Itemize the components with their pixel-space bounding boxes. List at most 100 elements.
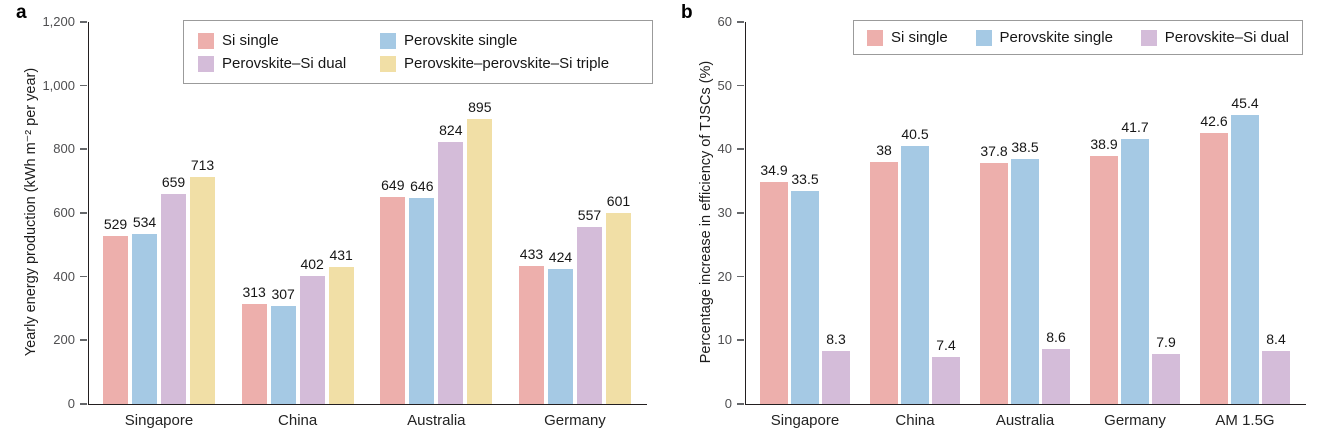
bar xyxy=(241,304,267,404)
bar-value-label: 713 xyxy=(190,157,215,173)
bar-wrap: 529 xyxy=(103,22,128,404)
y-tick-mark xyxy=(80,21,87,23)
bar xyxy=(518,266,544,404)
y-tick-mark xyxy=(80,339,87,341)
bar xyxy=(980,163,1008,404)
y-tick-label: 30 xyxy=(717,205,732,220)
bar-wrap: 895 xyxy=(467,22,493,404)
bar-wrap: 42.6 xyxy=(1200,22,1228,404)
bar-wrap: 433 xyxy=(518,22,544,404)
y-tick-mark xyxy=(737,339,744,341)
bar xyxy=(870,162,898,404)
bar xyxy=(1200,133,1228,404)
bar-value-label: 7.4 xyxy=(936,337,956,353)
bar-value-label: 8.3 xyxy=(826,331,846,347)
bar-cluster: 313 307 402 431 China xyxy=(241,22,354,429)
legend-series-label: Perovskite–Si dual xyxy=(1164,29,1289,46)
legend-series-label: Perovskite–perovskite–Si triple xyxy=(404,55,610,72)
y-tick-label: 20 xyxy=(717,268,732,284)
bar-wrap: 649 xyxy=(380,22,406,404)
plot-area-a xyxy=(88,22,647,405)
y-tick-mark xyxy=(80,212,87,214)
bar-cluster: 433 424 557 601 Germany xyxy=(518,22,631,429)
bar-value-label: 649 xyxy=(381,177,405,193)
bar-value-label: 8.4 xyxy=(1266,331,1286,347)
x-category-label: AM 1.5G xyxy=(1215,412,1275,429)
bar-value-label: 8.6 xyxy=(1046,329,1066,345)
bar-cluster: 38.9 41.7 7.9 Germany xyxy=(1090,22,1180,429)
bar xyxy=(1090,156,1118,404)
bar-wrap: 424 xyxy=(547,22,573,404)
bar xyxy=(791,191,819,404)
bar-value-label: 557 xyxy=(577,207,602,223)
legend-swatch xyxy=(380,55,396,72)
bar-wrap: 307 xyxy=(270,22,296,404)
y-tick-label: 60 xyxy=(717,14,732,29)
bar xyxy=(1152,354,1180,404)
bar xyxy=(409,198,435,404)
y-tick-mark xyxy=(737,148,744,150)
y-tick-label: 0 xyxy=(67,396,75,411)
bar-wrap: 8.6 xyxy=(1042,22,1070,404)
bar xyxy=(270,306,296,404)
bar-value-label: 38.5 xyxy=(1011,139,1039,155)
bar-wrap: 659 xyxy=(161,22,186,404)
y-tick-mark xyxy=(737,403,744,405)
legend-series-label: Si single xyxy=(891,29,948,46)
bar xyxy=(328,267,354,404)
bar-value-label: 38.9 xyxy=(1090,136,1118,152)
legend-series-label: Perovskite single xyxy=(999,29,1113,46)
bar-wrap: 38 xyxy=(870,22,898,404)
bar-cluster: 649 646 824 895 Australia xyxy=(380,22,493,429)
bar xyxy=(467,119,493,404)
panel-letter-a: a xyxy=(16,2,27,23)
bar-cluster: 34.9 33.5 8.3 Singapore xyxy=(760,22,850,429)
panel-b: b Percentage increase in efficiency of T… xyxy=(660,0,1320,435)
bar xyxy=(760,182,788,404)
bar-value-label: 45.4 xyxy=(1231,95,1259,111)
x-category-label: Australia xyxy=(407,412,466,429)
x-category-label: China xyxy=(278,412,318,429)
bar-value-label: 313 xyxy=(242,284,266,300)
legend-item: Perovskite–perovskite–Si triple xyxy=(380,52,642,75)
bar-wrap: 38.5 xyxy=(1011,22,1039,404)
y-tick-label: 800 xyxy=(53,141,75,157)
legend-series-label: Perovskite single xyxy=(404,32,518,49)
bar xyxy=(901,146,929,404)
bar xyxy=(547,269,573,404)
bar-wrap: 601 xyxy=(605,22,631,404)
panel-a: a Yearly energy production (kWh m⁻² per … xyxy=(16,2,653,429)
legend-series-label: Si single xyxy=(222,32,279,49)
bar xyxy=(605,213,631,404)
bar-cluster: 42.6 45.4 8.4 AM 1.5G xyxy=(1200,22,1290,429)
bar-groups-b: 34.9 33.5 8.3 Singapore 38 40.5 7.4 China 37.8 38… xyxy=(745,22,1305,429)
bar-wrap: 7.4 xyxy=(932,22,960,404)
bar-wrap: 7.9 xyxy=(1152,22,1180,404)
bar-value-label: 659 xyxy=(161,174,186,190)
bar-wrap: 8.3 xyxy=(822,22,850,404)
bar xyxy=(190,177,215,404)
x-category-label: China xyxy=(895,412,935,429)
bar xyxy=(822,351,850,404)
bar-wrap: 45.4 xyxy=(1231,22,1259,404)
bar xyxy=(576,227,602,404)
legend-item: Perovskite–Si dual xyxy=(198,52,380,75)
y-tick-mark xyxy=(737,84,744,87)
legend-swatch xyxy=(198,32,214,49)
bar xyxy=(1042,349,1070,404)
bar-value-label: 534 xyxy=(132,214,157,230)
bar-cluster: 529 534 659 713 Singapore xyxy=(103,22,215,429)
y-tick-mark xyxy=(737,275,744,278)
bar-value-label: 42.6 xyxy=(1200,113,1228,129)
bar-value-label: 40.5 xyxy=(901,126,929,142)
x-category-label: Australia xyxy=(995,412,1055,429)
y-tick-mark xyxy=(80,148,87,150)
y-tick-mark xyxy=(80,403,87,405)
legend-a: Si single Perovskite single Perovskite–Si … xyxy=(183,20,653,84)
y-tick-mark xyxy=(80,275,87,278)
bar-value-label: 895 xyxy=(468,99,492,115)
legend-swatch xyxy=(198,55,214,72)
bar xyxy=(1231,115,1259,404)
bar-value-label: 7.9 xyxy=(1156,334,1176,350)
bar-wrap: 824 xyxy=(438,22,464,404)
